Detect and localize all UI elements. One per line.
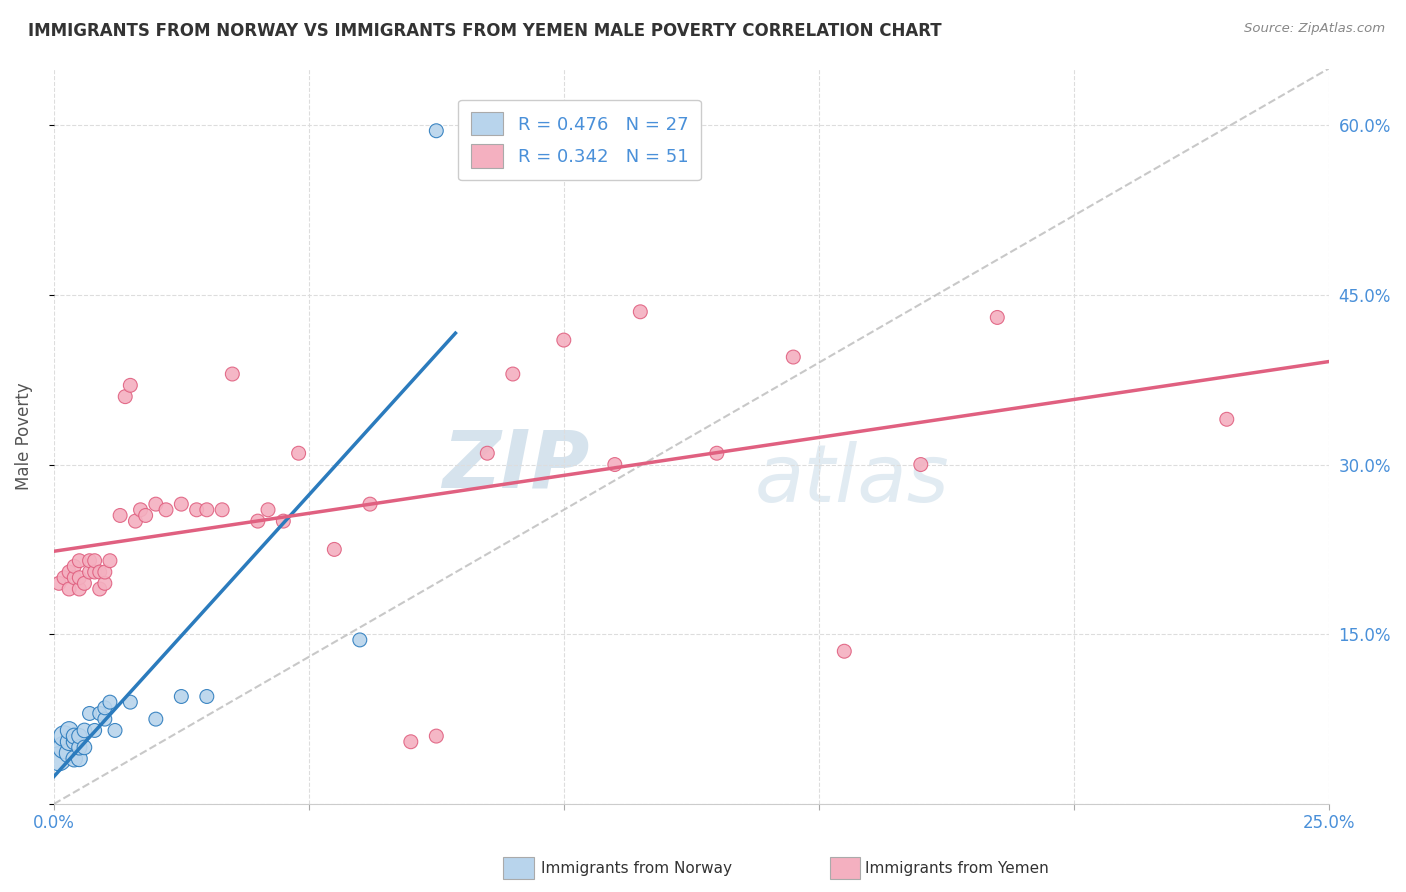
Point [502,367,524,381]
Point [58,582,80,596]
Point [287,446,309,460]
Point [246,514,269,528]
Point [170,690,193,704]
Point [108,508,131,523]
Point [129,503,152,517]
Point [48,576,70,591]
Text: atlas: atlas [755,442,950,519]
Point [1216,412,1239,426]
Text: Immigrants from Norway: Immigrants from Norway [541,861,733,876]
Point [53,571,76,585]
Point [79,706,101,721]
Point [211,503,233,517]
Point [98,695,121,709]
Point [273,514,295,528]
Point [79,565,101,579]
Point [89,706,111,721]
Point [195,690,218,704]
Point [186,503,208,517]
Point [58,723,80,738]
Point [832,644,855,658]
Point [399,735,422,749]
Point [53,729,76,743]
Point [349,632,371,647]
Point [63,735,86,749]
Point [94,701,117,715]
Point [94,712,117,726]
Point [195,503,218,517]
Point [73,723,96,738]
Point [221,367,243,381]
Point [114,390,136,404]
Point [170,497,193,511]
Point [58,746,80,760]
Point [79,554,101,568]
Point [910,458,932,472]
Point [67,729,90,743]
Point [67,752,90,766]
Legend: R = 0.476   N = 27, R = 0.342   N = 51: R = 0.476 N = 27, R = 0.342 N = 51 [458,100,702,180]
Point [63,729,86,743]
Point [425,124,447,138]
Point [63,571,86,585]
Point [323,542,346,557]
Point [135,508,157,523]
Text: Immigrants from Yemen: Immigrants from Yemen [865,861,1049,876]
Point [120,695,142,709]
Point [48,752,70,766]
Point [782,350,804,364]
Point [73,576,96,591]
Point [553,333,575,347]
Text: Source: ZipAtlas.com: Source: ZipAtlas.com [1244,22,1385,36]
Text: IMMIGRANTS FROM NORWAY VS IMMIGRANTS FROM YEMEN MALE POVERTY CORRELATION CHART: IMMIGRANTS FROM NORWAY VS IMMIGRANTS FRO… [28,22,942,40]
Point [83,565,105,579]
Point [155,503,177,517]
Point [359,497,381,511]
Text: ZIP: ZIP [441,426,589,505]
Point [58,735,80,749]
Point [89,582,111,596]
Point [706,446,728,460]
Point [73,740,96,755]
Point [53,740,76,755]
Point [67,740,90,755]
Point [120,378,142,392]
Point [986,310,1008,325]
Y-axis label: Male Poverty: Male Poverty [15,383,32,490]
Point [89,565,111,579]
Point [67,554,90,568]
Point [628,305,651,319]
Point [67,582,90,596]
Point [124,514,146,528]
Point [58,565,80,579]
Point [67,571,90,585]
Point [63,752,86,766]
Point [83,554,105,568]
Point [98,554,121,568]
Point [603,458,626,472]
Point [425,729,447,743]
Point [257,503,280,517]
Point [145,712,167,726]
Point [145,497,167,511]
Point [94,576,117,591]
Point [104,723,127,738]
Point [94,565,117,579]
Point [63,559,86,574]
Point [83,723,105,738]
Point [477,446,499,460]
